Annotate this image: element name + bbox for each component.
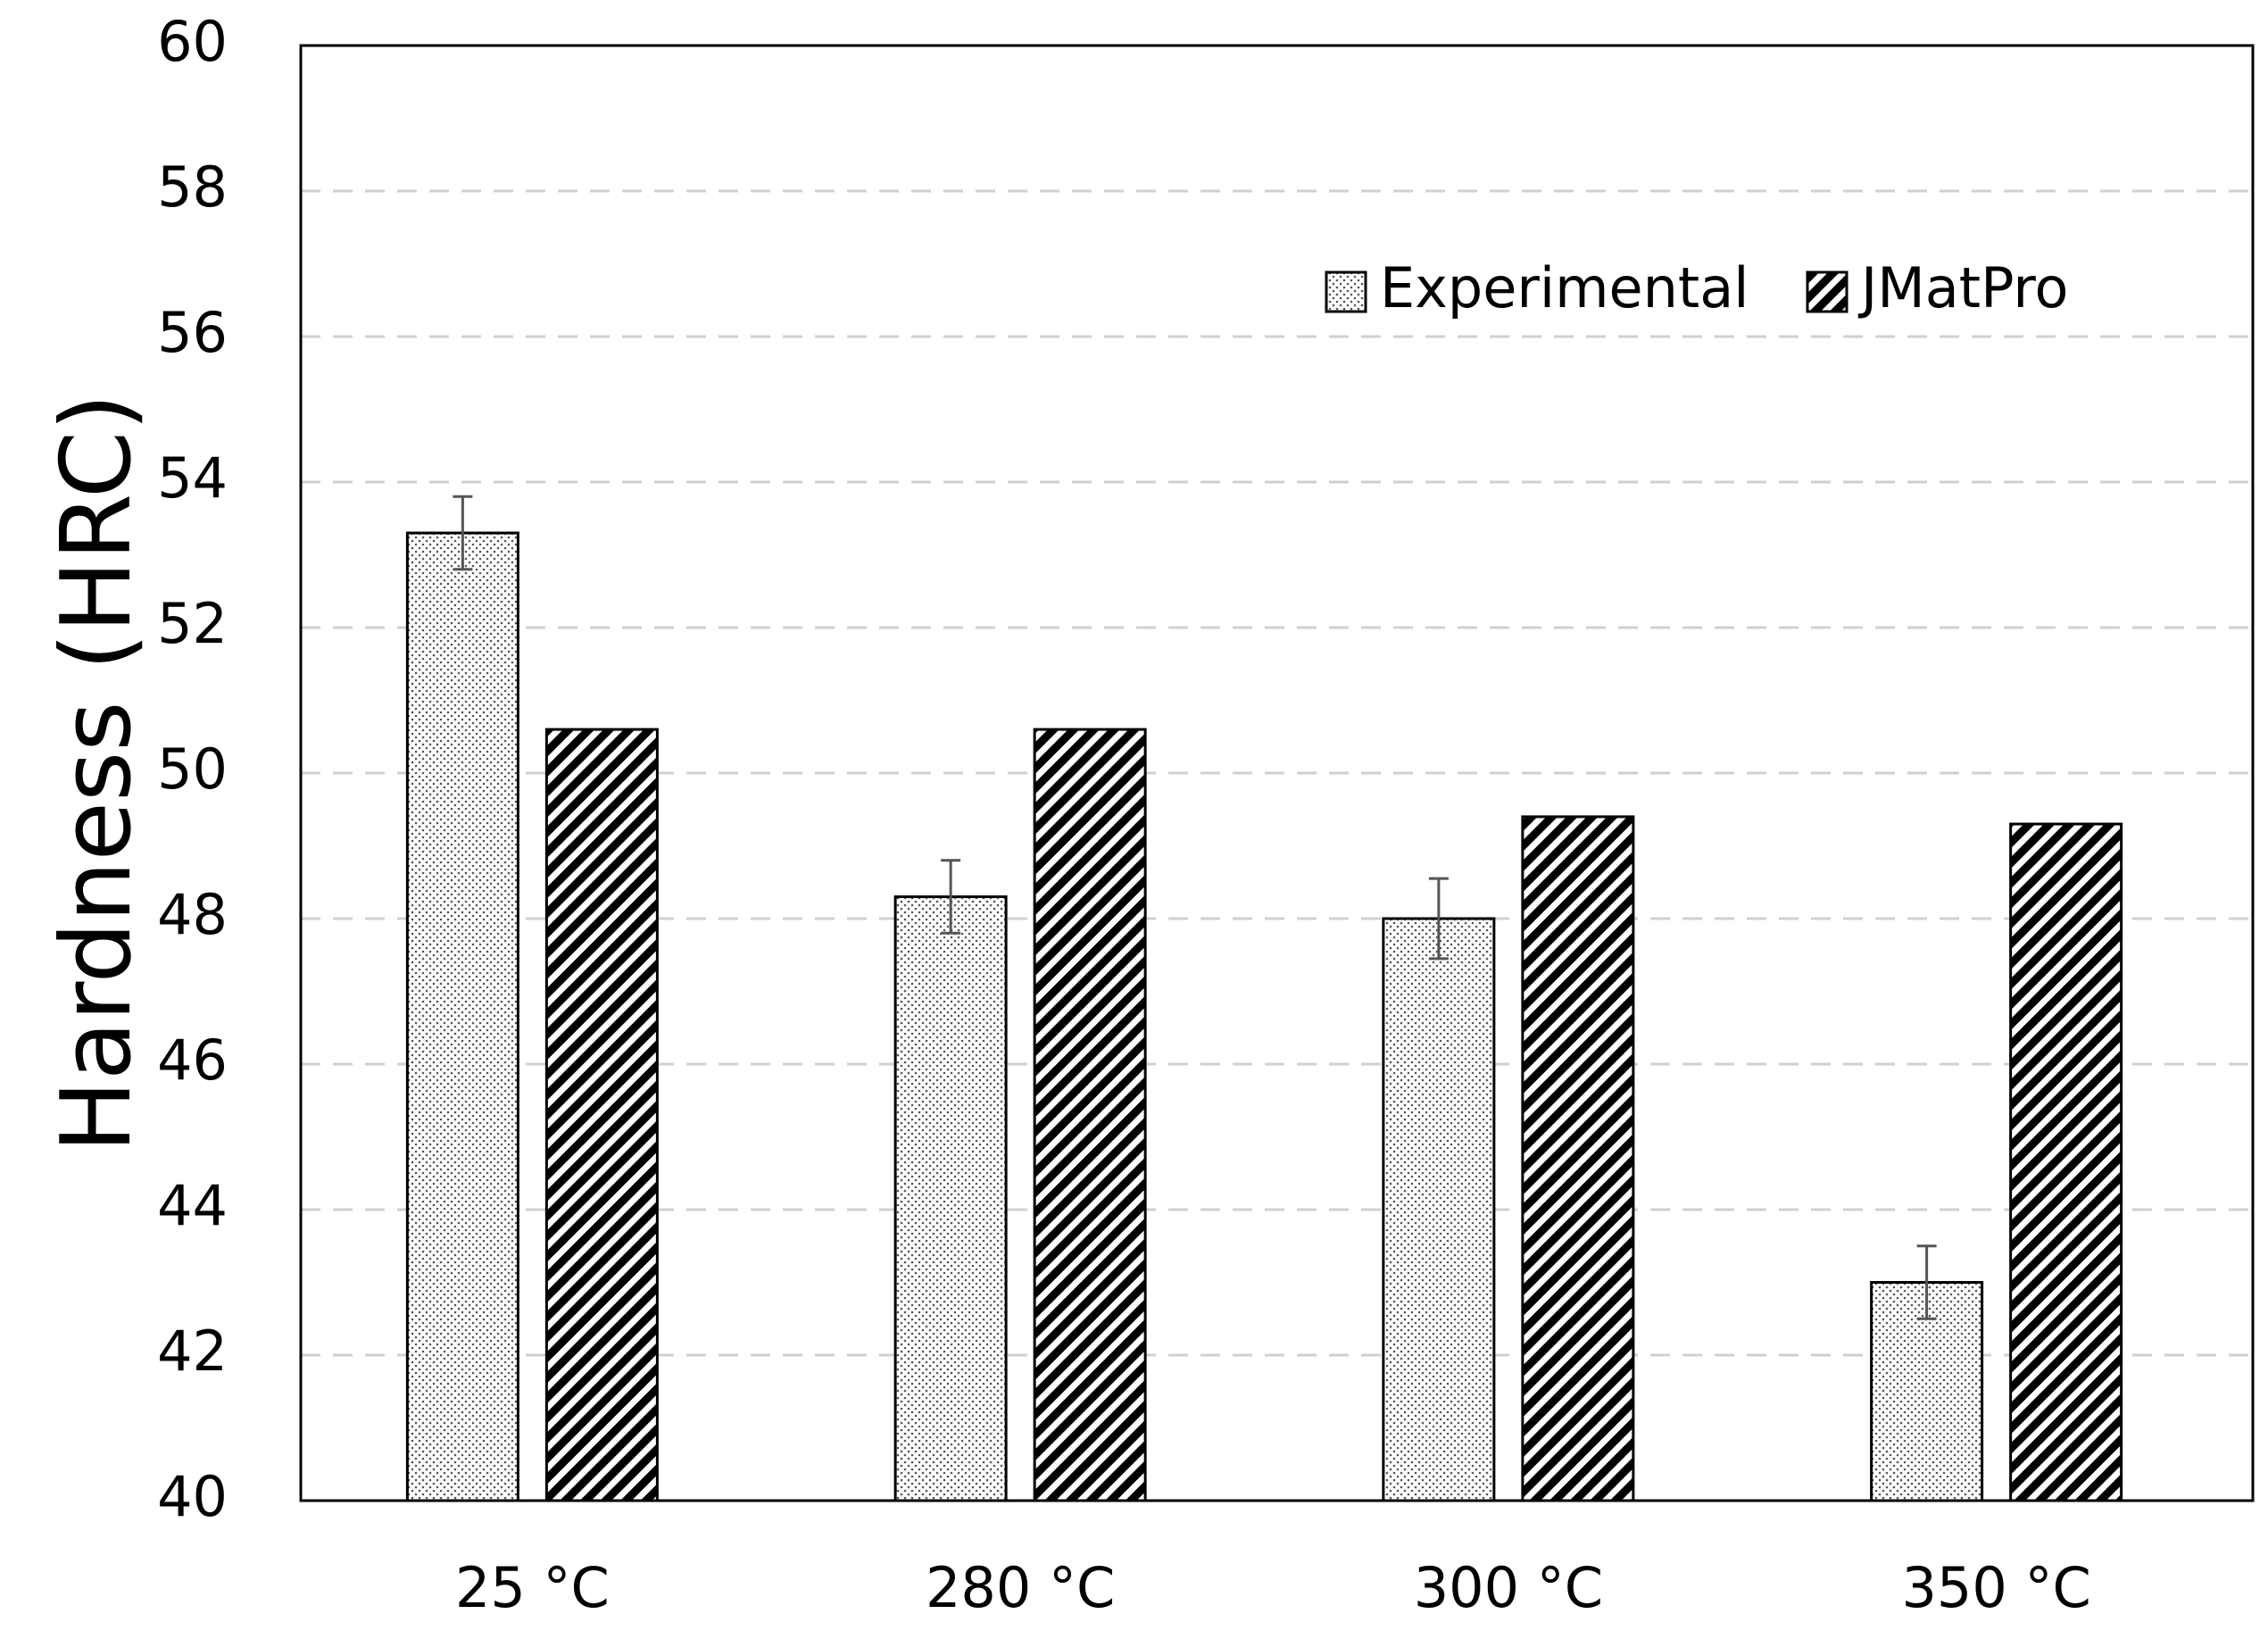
legend-swatch-experimental xyxy=(1325,270,1367,313)
y-tick-label: 60 xyxy=(157,9,228,74)
y-tick-label: 56 xyxy=(157,300,228,365)
error-bar-2 xyxy=(1428,877,1449,961)
y-tick-label: 58 xyxy=(157,154,228,220)
y-tick-label: 46 xyxy=(157,1027,228,1093)
x-category-label: 25 °C xyxy=(455,1555,610,1620)
bar-jmatpro-2 xyxy=(1521,815,1635,1502)
y-tick-label: 50 xyxy=(157,736,228,802)
bar-experimental-2 xyxy=(1382,917,1496,1502)
legend: Experimental JMatPro xyxy=(1325,255,2068,320)
bar-experimental-0 xyxy=(405,531,519,1502)
x-category-label: 300 °C xyxy=(1414,1555,1603,1620)
y-tick-label: 40 xyxy=(157,1464,228,1529)
x-category-label: 280 °C xyxy=(926,1555,1115,1620)
y-tick-label: 52 xyxy=(157,591,228,656)
y-tick-label: 48 xyxy=(157,882,228,947)
legend-label-jmatpro: JMatPro xyxy=(1857,255,2068,320)
error-bar-1 xyxy=(941,859,961,935)
legend-swatch-jmatpro xyxy=(1806,270,1848,313)
bar-jmatpro-1 xyxy=(1033,728,1147,1502)
bars xyxy=(405,531,2123,1502)
x-axis-category-labels: 25 °C 280 °C 300 °C 350 °C xyxy=(455,1555,2091,1620)
bar-experimental-1 xyxy=(893,895,1008,1502)
y-axis-label: Hardness (HRC) xyxy=(41,394,153,1153)
error-bar-3 xyxy=(1916,1244,1937,1320)
bar-jmatpro-0 xyxy=(544,728,659,1502)
y-tick-label: 54 xyxy=(157,445,228,511)
y-tick-label: 44 xyxy=(157,1173,228,1238)
y-tick-label: 42 xyxy=(157,1319,228,1384)
bar-jmatpro-3 xyxy=(2009,822,2123,1502)
plot-area-frame xyxy=(299,44,2255,1502)
error-bar-0 xyxy=(453,495,473,571)
x-category-label: 350 °C xyxy=(1901,1555,2090,1620)
y-axis-tick-labels: 40 42 44 46 48 50 52 54 56 58 60 xyxy=(157,9,228,1529)
legend-label-experimental: Experimental xyxy=(1380,255,1749,320)
error-bars xyxy=(453,495,1937,1320)
